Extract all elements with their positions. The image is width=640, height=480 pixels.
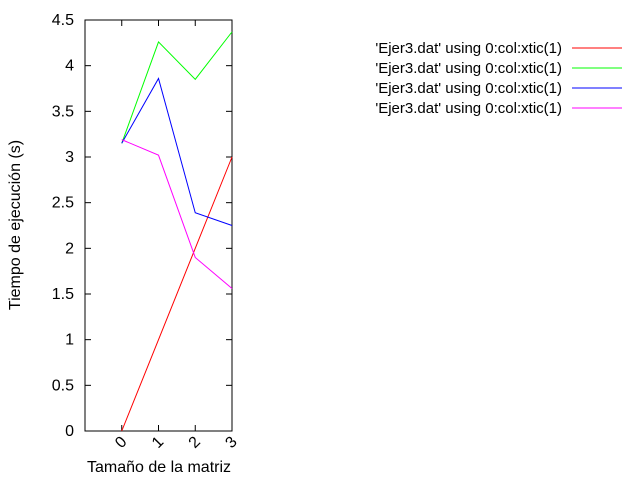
- y-tick-label: 3.5: [52, 103, 74, 120]
- x-tick-label: 1: [149, 433, 167, 451]
- series-line-2: [121, 77, 233, 226]
- series-line-3: [121, 139, 233, 289]
- legend-entry-label: 'Ejer3.dat' using 0:col:xtic(1): [375, 40, 562, 57]
- y-tick-label: 0: [65, 423, 74, 440]
- y-tick-label: 3: [65, 149, 74, 166]
- y-tick-label: 2.5: [52, 195, 74, 212]
- x-tick-label: 3: [222, 433, 240, 451]
- series-lines: [121, 31, 233, 432]
- plot-frame: [84, 19, 233, 432]
- plot-border: [84, 19, 233, 432]
- x-tick-label: 2: [186, 433, 204, 451]
- y-tick-label: 1.5: [52, 286, 74, 303]
- x-tick-label: 0: [112, 433, 130, 451]
- y-tick-label: 4: [65, 58, 74, 75]
- series-line-1: [121, 31, 233, 144]
- x-axis-label: Tamaño de la matriz: [87, 459, 231, 476]
- legend-entry-label: 'Ejer3.dat' using 0:col:xtic(1): [375, 60, 562, 77]
- y-tick-label: 2: [65, 240, 74, 257]
- y-axis-label: Tiempo de ejecución (s): [7, 140, 24, 310]
- legend-entry-label: 'Ejer3.dat' using 0:col:xtic(1): [375, 80, 562, 97]
- legend-entry-label: 'Ejer3.dat' using 0:col:xtic(1): [375, 100, 562, 117]
- y-tick-label: 0.5: [52, 377, 74, 394]
- series-line-0: [121, 156, 233, 432]
- y-tick-label: 1: [65, 332, 74, 349]
- legend: 'Ejer3.dat' using 0:col:xtic(1) 'Ejer3.da…: [375, 40, 622, 117]
- y-axis-ticks: 0 0.5 1 1.5 2 2.5 3 3.5 4 4.5: [52, 12, 232, 440]
- y-tick-label: 4.5: [52, 12, 74, 29]
